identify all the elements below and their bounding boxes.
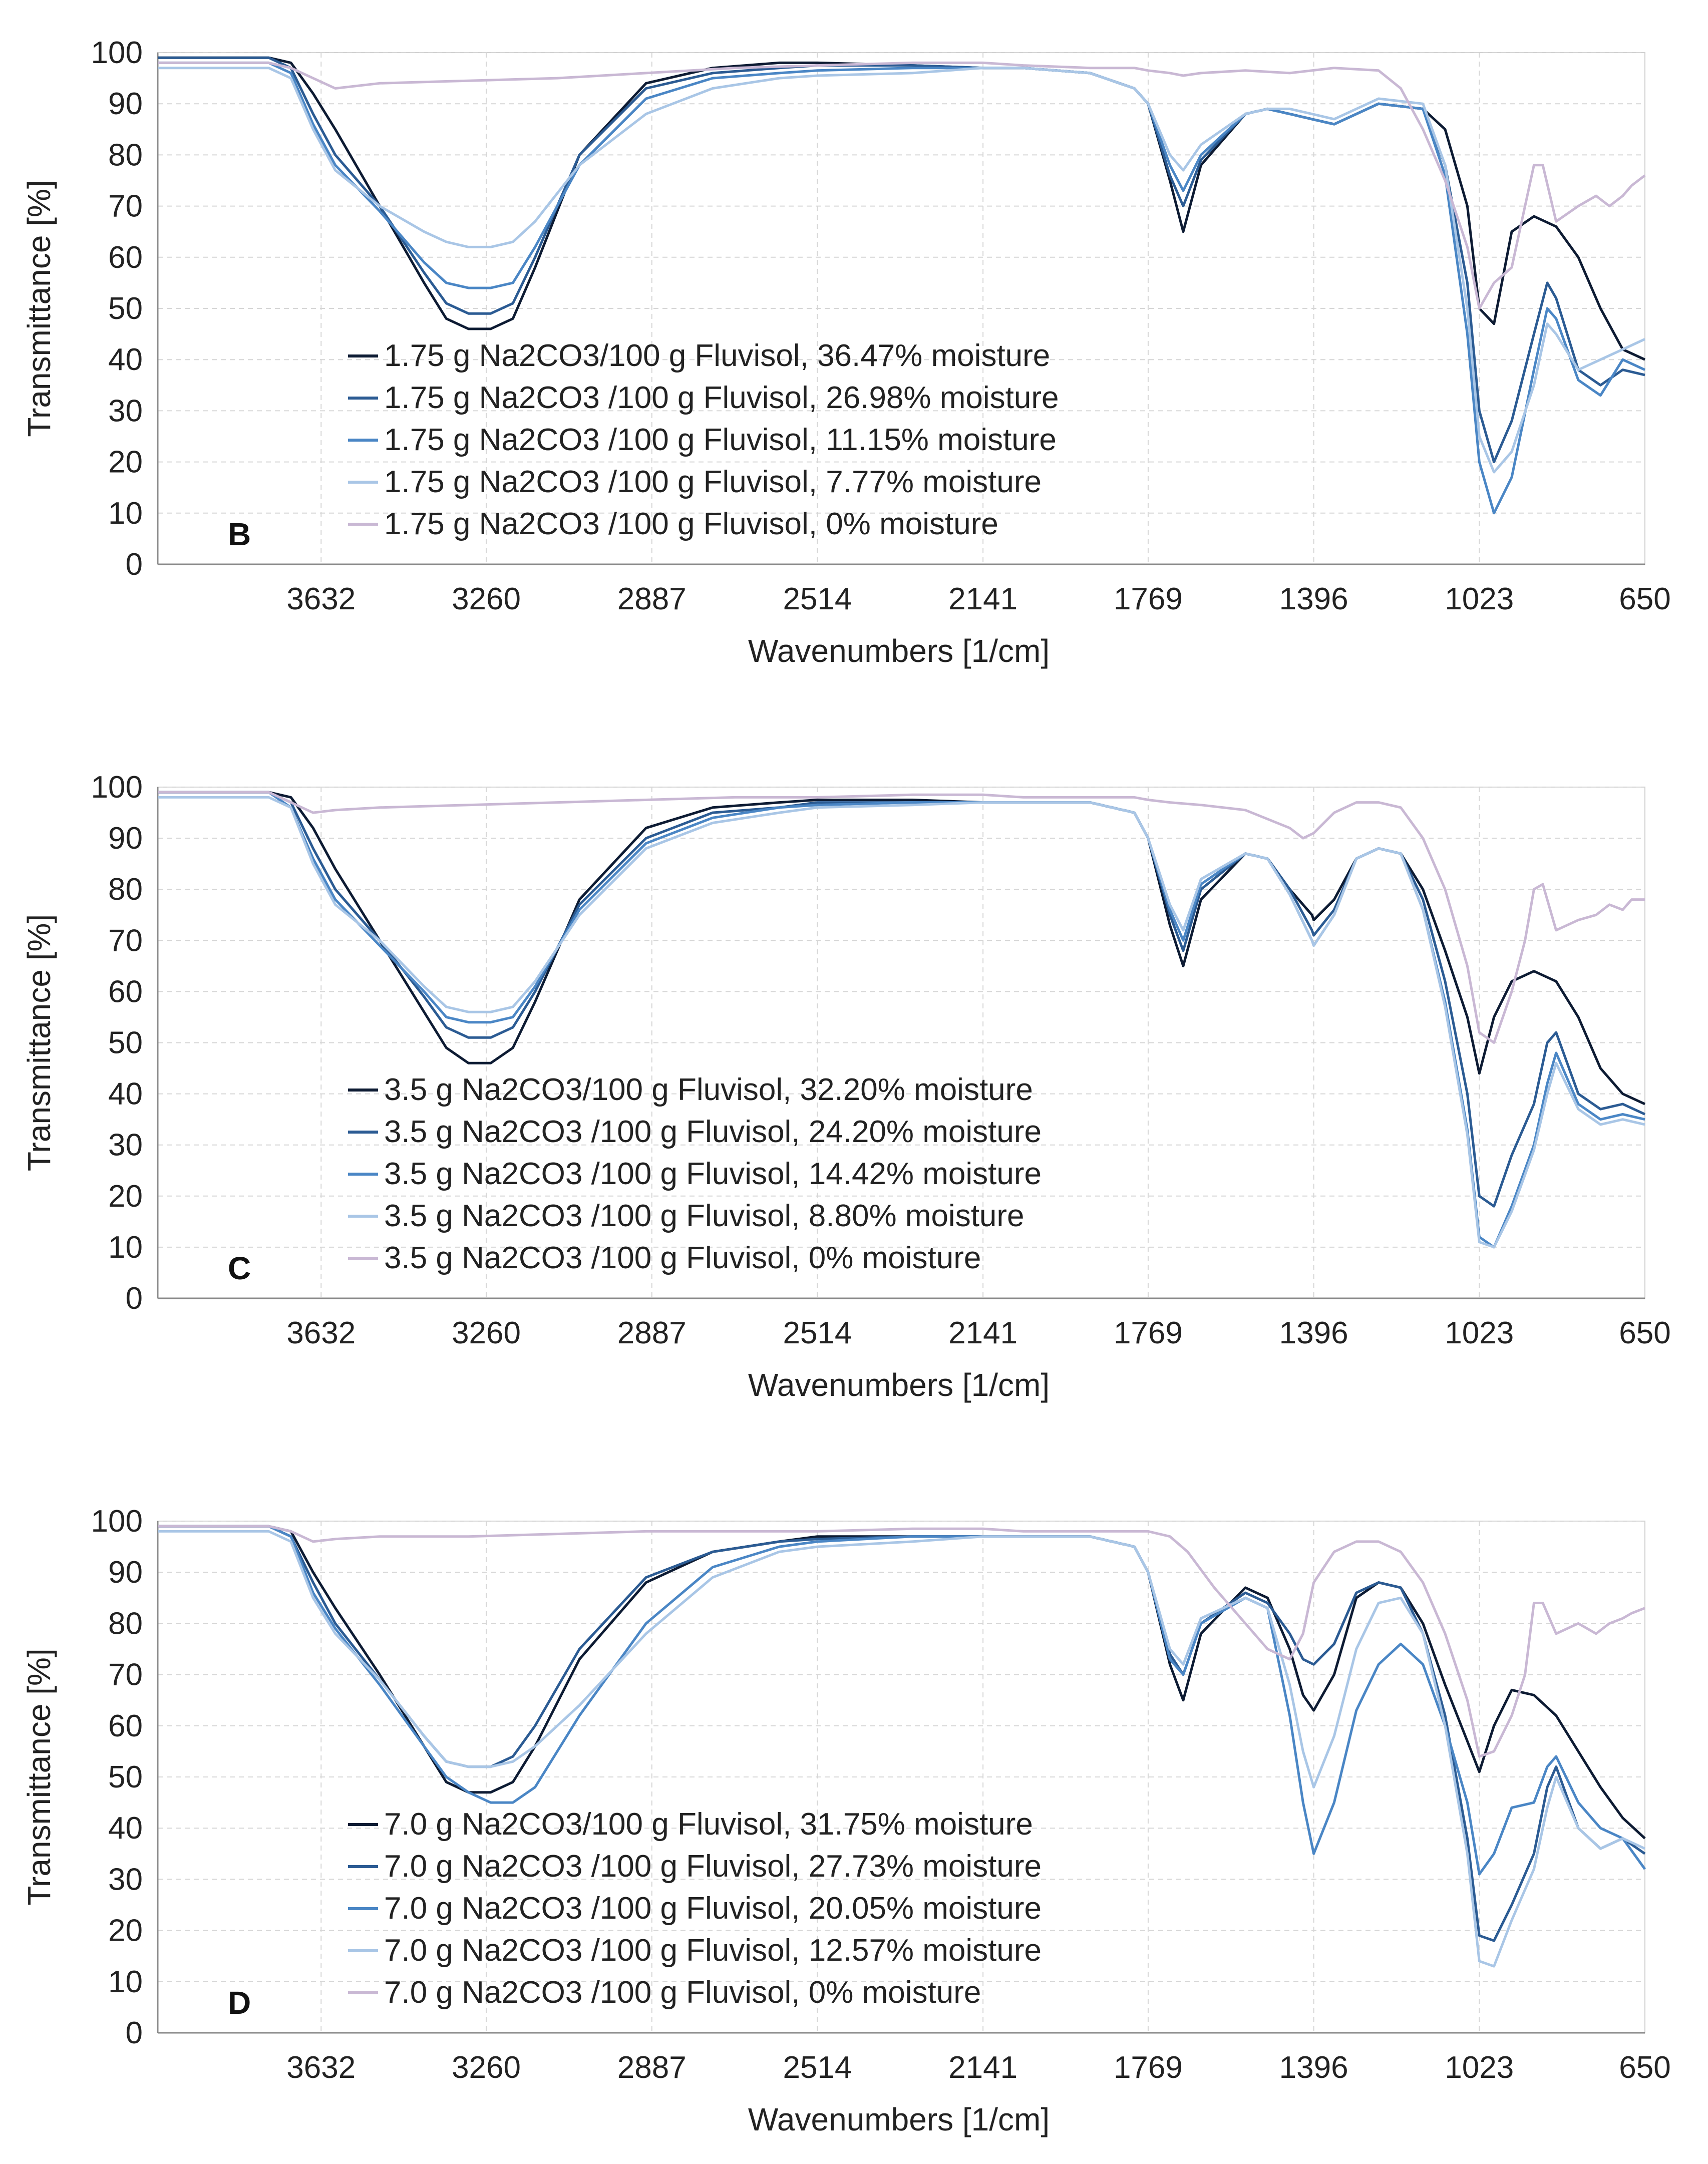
series-line-5 (158, 791, 1645, 1044)
x-tick-label: 3632 (286, 582, 356, 616)
chart-panel-b: 0 10 20 30 40 50 60 70 80 90 100 3632 3260 2887 2514 21… (21, 36, 1671, 669)
y-tick-label: 60 (108, 974, 143, 1009)
series-line-4 (158, 1530, 1646, 1968)
legend-entry: 7.0 g Na2CO3 /100 g Fluvisol, 20.05% moi… (384, 1891, 1042, 1926)
y-tick-label: 10 (108, 1230, 143, 1265)
x-tick-label: 3632 (286, 2050, 356, 2085)
legend-entry: 3.5 g Na2CO3/100 g Fluvisol, 32.20% mois… (384, 1072, 1033, 1107)
legend-entry: 3.5 g Na2CO3 /100 g Fluvisol, 24.20% moi… (384, 1115, 1042, 1149)
series-line-5 (158, 1525, 1645, 1758)
y-tick-label: 30 (108, 394, 143, 428)
x-tick-label: 1769 (1114, 2050, 1183, 2085)
x-tick-label: 3260 (452, 1316, 521, 1350)
y-tick-label: 90 (108, 87, 143, 121)
x-axis-title: Wavenumbers [1/cm] (748, 2101, 1050, 2137)
x-tick-label: 1023 (1445, 2050, 1514, 2085)
y-tick-label: 90 (108, 821, 143, 856)
x-axis-title: Wavenumbers [1/cm] (748, 633, 1050, 669)
y-tick-label: 40 (108, 1811, 143, 1846)
chart-panel-d: 0 10 20 30 40 50 60 70 80 90 100 3632 3260 2887 2514 21… (21, 1504, 1671, 2137)
legend-entry: 1.75 g Na2CO3 /100 g Fluvisol, 11.15% mo… (384, 423, 1057, 457)
legend-entry: 3.5 g Na2CO3 /100 g Fluvisol, 14.42% moi… (384, 1157, 1042, 1191)
legend-entry: 7.0 g Na2CO3 /100 g Fluvisol, 12.57% moi… (384, 1933, 1042, 1968)
x-tick-label: 2514 (783, 2050, 852, 2085)
series-line-1 (158, 791, 1646, 1106)
y-tick-label: 100 (91, 36, 143, 70)
y-tick-label: 0 (126, 547, 143, 582)
y-tick-label: 50 (108, 291, 143, 326)
x-tick-label: 2514 (783, 1316, 852, 1350)
series-line-2 (158, 791, 1646, 1208)
y-tick-label: 70 (108, 923, 143, 958)
legend-entry: 3.5 g Na2CO3 /100 g Fluvisol, 8.80% mois… (384, 1199, 1024, 1233)
x-tick-label: 2887 (617, 1316, 687, 1350)
legend-entry: 1.75 g Na2CO3/100 g Fluvisol, 36.47% moi… (384, 338, 1050, 373)
legend-entry: 1.75 g Na2CO3 /100 g Fluvisol, 0% moistu… (384, 507, 998, 541)
x-tick-label: 3260 (452, 2050, 521, 2085)
x-tick-label: 1023 (1445, 582, 1514, 616)
panel-label: D (228, 1985, 251, 2021)
series-line-1 (158, 1525, 1646, 1840)
x-tick-label: 3632 (286, 1316, 356, 1350)
series-line-5 (158, 61, 1646, 310)
series-line-3 (158, 1525, 1646, 1876)
x-tick-label: 2887 (617, 582, 687, 616)
y-tick-label: 100 (91, 1504, 143, 1539)
y-tick-label: 100 (91, 770, 143, 805)
chart-panel-c: 0 10 20 30 40 50 60 70 80 90 100 3632 3260 2887 2514 21… (21, 770, 1671, 1403)
x-tick-label: 1769 (1114, 582, 1183, 616)
x-tick-label: 2887 (617, 2050, 687, 2085)
series-line-4 (158, 796, 1645, 1249)
y-tick-label: 10 (108, 1965, 143, 1999)
y-tick-label: 50 (108, 1760, 143, 1794)
legend-entry: 1.75 g Na2CO3 /100 g Fluvisol, 7.77% moi… (384, 465, 1042, 499)
y-tick-label: 40 (108, 342, 143, 377)
x-tick-label: 650 (1619, 2050, 1670, 2085)
y-axis-title: Transmittance [%] (21, 180, 57, 437)
x-tick-label: 650 (1619, 1316, 1670, 1350)
y-tick-label: 0 (126, 2016, 143, 2050)
x-tick-label: 1396 (1279, 1316, 1348, 1350)
y-tick-label: 30 (108, 1862, 143, 1897)
y-axis-title: Transmittance [%] (21, 914, 57, 1171)
legend-entry: 7.0 g Na2CO3 /100 g Fluvisol, 0% moistur… (384, 1975, 981, 2010)
x-tick-label: 3260 (452, 582, 521, 616)
y-axis-title: Transmittance [%] (21, 1648, 57, 1905)
legend-entry: 7.0 g Na2CO3/100 g Fluvisol, 31.75% mois… (384, 1807, 1033, 1842)
y-tick-label: 20 (108, 445, 143, 480)
y-tick-label: 90 (108, 1555, 143, 1590)
x-tick-label: 1396 (1279, 582, 1348, 616)
y-tick-label: 50 (108, 1026, 143, 1060)
y-tick-label: 60 (108, 240, 143, 275)
x-tick-label: 2141 (948, 582, 1017, 616)
x-tick-label: 1396 (1279, 2050, 1348, 2085)
legend-entry: 7.0 g Na2CO3 /100 g Fluvisol, 27.73% moi… (384, 1849, 1042, 1884)
x-tick-label: 2141 (948, 2050, 1017, 2085)
y-tick-label: 0 (126, 1281, 143, 1316)
legend-entry: 1.75 g Na2CO3 /100 g Fluvisol, 26.98% mo… (384, 381, 1059, 415)
y-tick-label: 40 (108, 1077, 143, 1112)
series-line-4 (158, 67, 1646, 474)
panel-label: C (228, 1250, 251, 1286)
y-tick-label: 80 (108, 1606, 143, 1641)
x-axis-title: Wavenumbers [1/cm] (748, 1367, 1050, 1403)
y-tick-label: 10 (108, 496, 143, 531)
x-tick-label: 2141 (948, 1316, 1017, 1350)
y-tick-label: 60 (108, 1709, 143, 1743)
y-tick-label: 80 (108, 138, 143, 172)
y-tick-label: 70 (108, 189, 143, 224)
x-tick-label: 1769 (1114, 1316, 1183, 1350)
y-tick-label: 20 (108, 1914, 143, 1948)
y-tick-label: 70 (108, 1658, 143, 1692)
x-tick-label: 2514 (783, 582, 852, 616)
x-tick-label: 1023 (1445, 1316, 1514, 1350)
panel-label: B (228, 516, 251, 552)
y-tick-label: 20 (108, 1179, 143, 1214)
x-tick-label: 650 (1619, 582, 1670, 616)
y-tick-label: 80 (108, 872, 143, 907)
y-tick-label: 30 (108, 1128, 143, 1163)
legend-entry: 3.5 g Na2CO3 /100 g Fluvisol, 0% moistur… (384, 1241, 981, 1275)
